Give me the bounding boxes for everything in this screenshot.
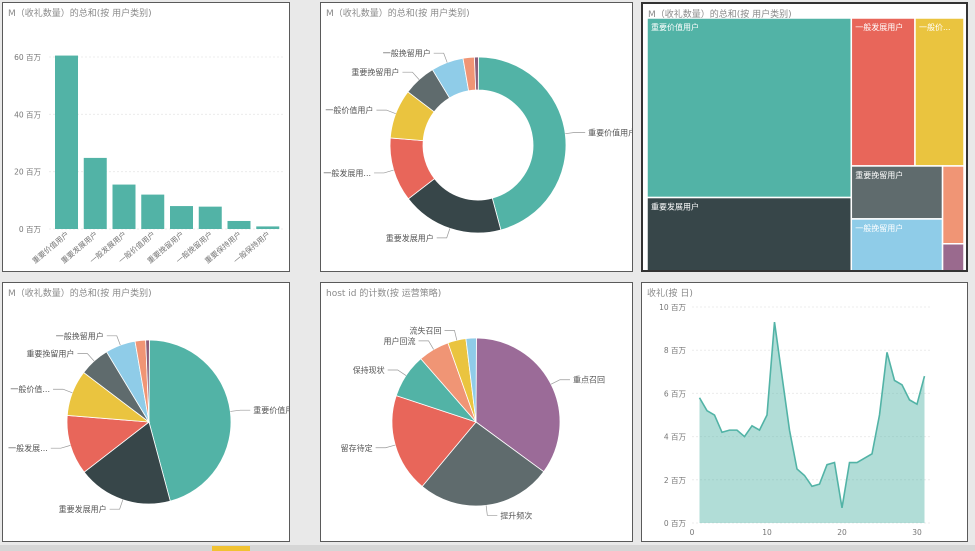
y-tick-label: 60 百万 <box>14 53 41 62</box>
callout-line <box>109 499 124 510</box>
x-tick-label: 10 <box>762 528 772 537</box>
callout-line <box>550 379 570 385</box>
bar <box>83 157 107 229</box>
slice-label: 重点召回 <box>573 375 605 385</box>
slice-label: 提升频次 <box>500 510 532 520</box>
series-line <box>698 322 926 509</box>
slice-label: 一般挽留用户 <box>56 331 104 341</box>
slice-label: 用户回流 <box>384 336 416 346</box>
slice-label: 重要挽留用户 <box>26 349 74 359</box>
y-tick-label: 4 百万 <box>664 433 687 442</box>
pie-slice <box>66 415 151 473</box>
treemap-cell <box>850 218 944 270</box>
treemap-cell <box>941 243 965 270</box>
x-tick-label: 20 <box>837 528 847 537</box>
callout-line <box>418 340 434 350</box>
slice-label: 重要发展用户 <box>386 233 434 243</box>
callout-line <box>387 369 407 376</box>
slice-label: 重要价值用户 <box>588 127 633 137</box>
y-tick-label: 10 百万 <box>659 303 686 312</box>
treemap-cell <box>850 17 916 167</box>
callout-line <box>444 330 458 341</box>
bar <box>112 184 136 229</box>
callout-line <box>50 445 71 449</box>
callout-line <box>376 109 396 114</box>
y-tick-label: 20 百万 <box>14 168 41 177</box>
pie-slice <box>477 56 567 231</box>
callout-line <box>402 71 420 80</box>
x-tick-label: 30 <box>912 528 922 537</box>
pie-chart-strategy-panel[interactable]: host id 的计数(按 运营策略) 重点召回提升频次 留存待定 保持现状 用户回流… <box>320 282 633 542</box>
pie-slice <box>145 339 150 423</box>
area-fill <box>699 322 925 523</box>
callout-line <box>436 228 451 239</box>
pie-slice <box>474 56 479 91</box>
callout-line <box>375 444 396 449</box>
pie-slice <box>465 337 477 423</box>
active-page-tab[interactable] <box>212 546 250 551</box>
donut-chart-title: M（收礼数量）的总和(按 用户类别) <box>326 9 470 19</box>
slice-label: 一般挽留用户 <box>383 48 431 58</box>
slice-label: 流失召回 <box>410 325 442 335</box>
slice-label: 留存待定 <box>341 443 373 453</box>
callout-line <box>374 169 394 174</box>
slice-label: 保持现状 <box>353 365 385 375</box>
treemap-cell <box>914 17 965 167</box>
slice-label: 一般发展... <box>8 443 48 453</box>
treemap-title: M（收礼数量）的总和(按 用户类别) <box>648 10 792 20</box>
x-tick-label: 0 <box>690 528 695 537</box>
bar-chart-panel[interactable]: M（收礼数量）的总和(按 用户类别) 0 百万 20 百万 40 百万 60 百万 重要… <box>2 2 290 272</box>
treemap-cell-label: 一般价... <box>919 22 951 32</box>
callout-line <box>77 353 95 362</box>
treemap-cell-label: 重要发展用户 <box>651 202 699 212</box>
treemap-cell-label: 重要挽留用户 <box>855 170 903 180</box>
slice-label: 一般价值用户 <box>325 105 373 115</box>
callout-line <box>53 388 73 394</box>
pie-chart-strategy-title: host id 的计数(按 运营策略) <box>326 289 442 299</box>
pie-chart-users-title: M（收礼数量）的总和(按 用户类别) <box>8 289 152 299</box>
bar <box>141 194 165 229</box>
bar <box>198 206 222 229</box>
pie-slice <box>475 337 561 473</box>
slice-label: 重要价值用户 <box>253 405 290 415</box>
callout-line <box>230 409 251 412</box>
bar <box>256 226 280 229</box>
area-chart-panel[interactable]: 收礼(按 日) 0 百万 2 百万 4 百万 6 百万 8 百万 10 百万 0 10 20 30 <box>641 282 968 542</box>
treemap-cell <box>941 165 965 245</box>
callout-line <box>106 335 121 346</box>
treemap-cell-label: 一般挽留用户 <box>855 223 903 233</box>
bar <box>227 220 251 229</box>
y-tick-label: 6 百万 <box>664 389 687 398</box>
bar <box>55 55 78 229</box>
area-chart-title: 收礼(按 日) <box>647 289 693 299</box>
callout-line <box>433 52 448 63</box>
bar <box>170 206 193 229</box>
treemap-cell <box>646 17 853 199</box>
donut-chart-panel[interactable]: M（收礼数量）的总和(按 用户类别) 重要价值用户重要发展用户 一般发展用... 一… <box>320 2 633 272</box>
bar-chart-title: M（收礼数量）的总和(按 用户类别) <box>8 9 152 19</box>
y-tick-label: 0 百万 <box>19 225 42 234</box>
pie-slice <box>83 421 171 505</box>
treemap-cell-label: 重要价值用户 <box>651 22 699 32</box>
treemap-cell-label: 一般发展用户 <box>855 22 903 32</box>
callout-line <box>485 505 498 516</box>
y-tick-label: 0 百万 <box>664 519 687 528</box>
slice-label: 重要发展用户 <box>59 504 107 514</box>
y-tick-label: 8 百万 <box>664 346 687 355</box>
treemap-panel[interactable]: M（收礼数量）的总和(按 用户类别) 重要价值用户 重要发展用户 一般发展用户 一般价… <box>641 2 968 272</box>
y-tick-label: 2 百万 <box>664 476 687 485</box>
slice-label: 一般价值... <box>10 384 50 394</box>
page-tab-bar <box>0 545 975 551</box>
y-tick-label: 40 百万 <box>14 110 41 119</box>
callout-line <box>565 132 586 135</box>
area-chart: 0 百万 2 百万 4 百万 6 百万 8 百万 10 百万 0 10 20 30 <box>659 303 932 537</box>
slice-label: 重要挽留用户 <box>351 67 399 77</box>
slice-label: 一般发展用... <box>323 168 371 178</box>
